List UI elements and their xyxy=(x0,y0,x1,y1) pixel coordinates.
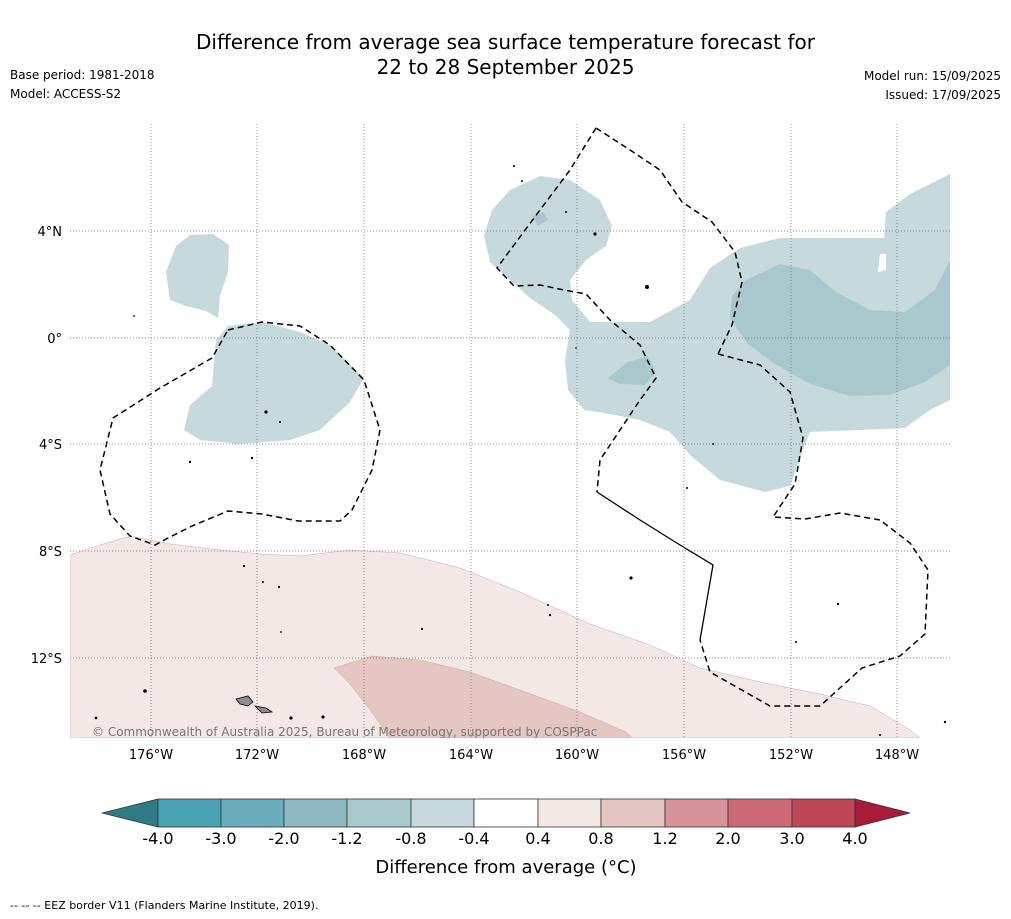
colorbar-segment-7 xyxy=(537,798,602,828)
cb-tick-10: 2.0 xyxy=(715,829,740,848)
cool-anomaly-core-north xyxy=(532,212,548,226)
eez-border-phoenix-north xyxy=(595,127,743,355)
title-line-2: 22 to 28 September 2025 xyxy=(376,55,635,79)
colorbar: -4.0 -3.0 -2.0 -1.2 -0.8 -0.4 0.4 0.8 1.… xyxy=(101,798,911,878)
colorbar-title: Difference from average (°C) xyxy=(375,857,636,878)
longitude-labels: 176°W 172°W 168°W 164°W 160°W 156°W 152°… xyxy=(129,748,919,763)
cb-tick-4: -1.2 xyxy=(331,829,362,848)
eez-border-line-islands xyxy=(699,353,929,707)
base-period-text: Base period: 1981-2018 xyxy=(10,68,155,82)
cb-tick-12: 4.0 xyxy=(842,829,867,848)
cool-anomaly-region-west xyxy=(184,322,364,444)
lon-label-152w: 152°W xyxy=(769,748,813,763)
cb-tick-1: -4.0 xyxy=(142,829,173,848)
title-line-1: Difference from average sea surface temp… xyxy=(195,30,815,54)
lat-label-8s: 8°S xyxy=(39,545,62,560)
graticule xyxy=(70,124,950,738)
lon-label-172w: 172°W xyxy=(235,748,279,763)
lat-label-4s: 4°S xyxy=(39,438,62,453)
cb-tick-2: -3.0 xyxy=(205,829,236,848)
colorbar-segment-1 xyxy=(157,798,222,828)
lat-label-4n: 4°N xyxy=(38,225,63,240)
colorbar-segment-11 xyxy=(791,798,856,828)
map-area: © Commonwealth of Australia 2025, Bureau… xyxy=(70,124,950,739)
issued-text: Issued: 17/09/2025 xyxy=(885,88,1001,102)
lat-label-0: 0° xyxy=(47,332,62,347)
copyright-text: © Commonwealth of Australia 2025, Bureau… xyxy=(92,725,597,739)
warm-anomaly-core-south xyxy=(333,655,633,738)
cb-tick-9: 1.2 xyxy=(652,829,677,848)
colorbar-segment-4 xyxy=(346,798,412,828)
colorbar-segment-3 xyxy=(283,798,348,828)
chart-title: Difference from average sea surface temp… xyxy=(0,30,1011,80)
meta-right: Model run: 15/09/2025 Issued: 17/09/2025 xyxy=(864,67,1001,105)
colorbar-segment-2 xyxy=(220,798,285,828)
latitude-labels: 4°N 0° 4°S 8°S 12°S xyxy=(31,225,62,667)
cool-anomaly-core-small xyxy=(608,356,656,385)
lon-label-156w: 156°W xyxy=(662,748,706,763)
colorbar-segment-8 xyxy=(600,798,666,828)
cool-anomaly-core-east xyxy=(730,260,950,396)
eez-border-solid-segment xyxy=(596,491,714,641)
model-run-text: Model run: 15/09/2025 xyxy=(863,69,1001,83)
colorbar-segment-9 xyxy=(664,798,729,828)
cb-tick-5: -0.8 xyxy=(395,829,426,848)
cb-tick-3: -2.0 xyxy=(268,829,299,848)
colorbar-segment-5 xyxy=(410,798,475,828)
cb-tick-11: 3.0 xyxy=(779,829,804,848)
colorbar-segment-10 xyxy=(727,798,793,828)
colorbar-tick-labels: -4.0 -3.0 -2.0 -1.2 -0.8 -0.4 0.4 0.8 1.… xyxy=(142,829,867,848)
land-island-savaii xyxy=(253,705,274,714)
meta-left: Base period: 1981-2018 Model: ACCESS-S2 xyxy=(10,66,155,104)
cool-anomaly-region-east xyxy=(484,174,950,492)
cb-tick-8: 0.8 xyxy=(588,829,613,848)
colorbar-min-arrow xyxy=(101,798,159,828)
lon-label-160w: 160°W xyxy=(555,748,599,763)
warm-anomaly-region-south xyxy=(70,535,921,738)
land-island-upolu xyxy=(235,695,254,707)
model-text: Model: ACCESS-S2 xyxy=(10,87,122,101)
cb-tick-6: -0.4 xyxy=(458,829,489,848)
cool-anomaly-region-north-west xyxy=(166,234,229,318)
colorbar-max-arrow xyxy=(854,798,911,828)
lon-label-176w: 176°W xyxy=(129,748,173,763)
lon-label-148w: 148°W xyxy=(875,748,919,763)
lon-label-164w: 164°W xyxy=(449,748,493,763)
eez-footnote: -- -- -- EEZ border V11 (Flanders Marine… xyxy=(10,899,319,912)
cb-tick-7: 0.4 xyxy=(525,829,550,848)
small-islands xyxy=(94,165,947,736)
lon-label-168w: 168°W xyxy=(342,748,386,763)
colorbar-segment-6 xyxy=(473,798,539,828)
eez-border-phoenix-west xyxy=(496,127,657,493)
lat-label-12s: 12°S xyxy=(31,652,62,667)
cool-anomaly-island-gap xyxy=(878,254,886,272)
